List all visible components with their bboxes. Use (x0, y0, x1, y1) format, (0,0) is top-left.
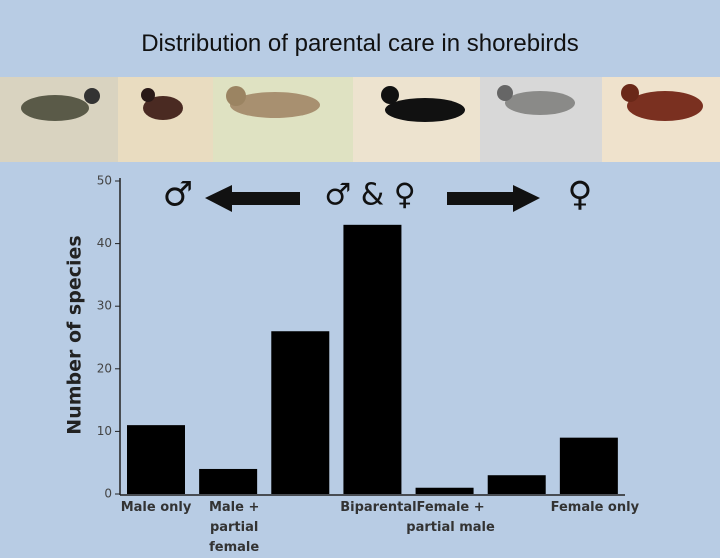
x-tick-label: Male + partial female (208, 500, 260, 555)
y-tick-label: 0 (104, 487, 112, 501)
y-tick-label: 10 (97, 424, 112, 438)
y-tick-label: 20 (97, 361, 112, 375)
bar (271, 331, 330, 494)
x-tick-label: Biparental (340, 500, 417, 515)
chart-title: Distribution of parental care in shorebi… (141, 30, 579, 57)
arrow (447, 185, 540, 212)
x-tick-label: Female only (550, 500, 640, 515)
annotation: ♀ (568, 175, 593, 215)
annotation: ♂ (163, 175, 193, 215)
arrow (205, 185, 300, 212)
bar (559, 437, 618, 494)
bar (199, 468, 258, 494)
chart: Number of species ♂ ♂ & ♀ ♀ 0 10 20 30 40 50 (0, 77, 720, 501)
y-tick-label: 50 (97, 174, 112, 188)
y-tick-label: 30 (97, 299, 112, 313)
y-tick-label: 40 (97, 236, 112, 250)
bar (415, 487, 474, 494)
x-tick-label: Female + partial male (406, 500, 495, 535)
bar (343, 224, 402, 494)
annotation: ♂ & ♀ (324, 178, 415, 213)
bar (127, 425, 185, 494)
y-axis-label: Number of species (64, 235, 86, 434)
x-tick-label: Male only (120, 500, 192, 515)
bird-strip (0, 77, 720, 162)
bar (487, 475, 546, 494)
slide: {"chart_data": {"type": "bar", "title": … (0, 30, 720, 555)
